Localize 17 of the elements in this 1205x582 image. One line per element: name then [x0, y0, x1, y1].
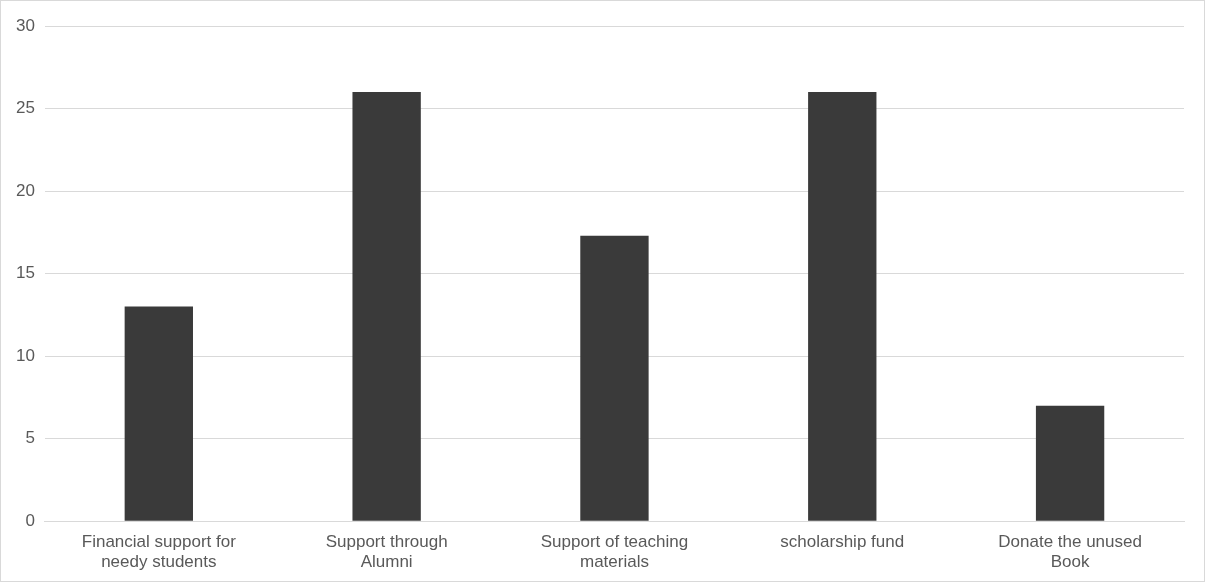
- bar: [580, 235, 649, 521]
- y-tick-label: 15: [15, 263, 35, 283]
- x-tick-label: scholarship fund: [780, 532, 905, 552]
- y-tick-label: 20: [15, 180, 35, 200]
- bar: [808, 92, 877, 521]
- x-tick-label: Support through Alumni: [325, 532, 448, 572]
- y-tick-label: 25: [15, 98, 35, 118]
- bar: [352, 92, 421, 521]
- bar: [1035, 405, 1105, 521]
- x-tick-label: Donate the unused Book: [998, 532, 1142, 572]
- x-tick-label: Support of teaching materials: [540, 532, 689, 572]
- y-tick-label: 5: [25, 428, 35, 448]
- x-tick-label: Financial support for needy students: [81, 532, 237, 572]
- y-tick-label: 0: [25, 510, 35, 530]
- bar: [124, 306, 193, 521]
- y-tick-label: 30: [15, 15, 35, 35]
- y-tick-label: 10: [15, 345, 35, 365]
